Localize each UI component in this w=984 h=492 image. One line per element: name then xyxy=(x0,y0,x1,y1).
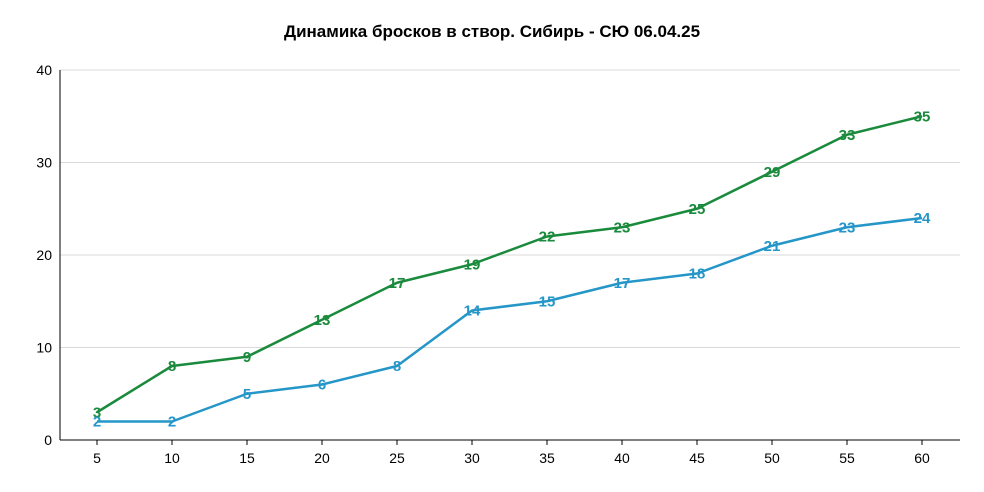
data-label-series-1: 23 xyxy=(614,219,631,236)
series-line-1 xyxy=(96,115,923,414)
x-tick-label: 50 xyxy=(764,450,780,466)
data-label-series-1: 3 xyxy=(93,404,101,421)
data-label-series-2: 18 xyxy=(689,266,706,283)
data-label-series-2: 24 xyxy=(914,210,931,227)
data-label-series-1: 33 xyxy=(839,127,856,144)
x-tick-label: 20 xyxy=(314,450,330,466)
x-tick-label: 5 xyxy=(93,450,101,466)
data-label-series-2: 15 xyxy=(539,293,556,310)
y-tick-label: 40 xyxy=(36,62,52,78)
data-label-series-2: 17 xyxy=(614,275,631,292)
data-label-series-2: 2 xyxy=(93,414,101,431)
x-tick-label: 15 xyxy=(239,450,255,466)
data-label-series-1: 29 xyxy=(764,164,781,181)
data-label-series-2: 2 xyxy=(168,414,176,431)
data-label-series-1: 9 xyxy=(243,349,251,366)
x-tick-label: 55 xyxy=(839,450,855,466)
data-label-series-1: 35 xyxy=(914,108,931,125)
data-label-series-1: 22 xyxy=(539,229,556,246)
data-label-series-1: 25 xyxy=(689,201,706,218)
data-label-series-2: 6 xyxy=(318,377,326,394)
x-tick-label: 60 xyxy=(914,450,930,466)
y-tick-label: 10 xyxy=(36,340,52,356)
data-label-series-1: 8 xyxy=(168,358,176,375)
data-label-series-1: 13 xyxy=(314,312,331,329)
x-tick-label: 25 xyxy=(389,450,405,466)
data-label-series-1: 17 xyxy=(389,275,406,292)
series-line-2 xyxy=(97,216,923,423)
data-label-series-1: 19 xyxy=(464,256,481,273)
data-label-series-2: 14 xyxy=(464,303,481,320)
data-label-series-2: 23 xyxy=(839,219,856,236)
y-tick-label: 0 xyxy=(44,432,52,448)
data-label-series-2: 5 xyxy=(243,386,251,403)
x-tick-label: 40 xyxy=(614,450,630,466)
y-tick-label: 30 xyxy=(36,155,52,171)
chart-title: Динамика бросков в створ. Сибирь - СЮ 06… xyxy=(283,22,701,41)
x-tick-label: 10 xyxy=(164,450,180,466)
y-tick-label: 20 xyxy=(36,247,52,263)
data-label-series-2: 8 xyxy=(393,358,401,375)
data-label-series-2: 21 xyxy=(764,238,781,255)
x-tick-label: 30 xyxy=(464,450,480,466)
x-tick-label: 35 xyxy=(539,450,555,466)
x-tick-label: 45 xyxy=(689,450,705,466)
